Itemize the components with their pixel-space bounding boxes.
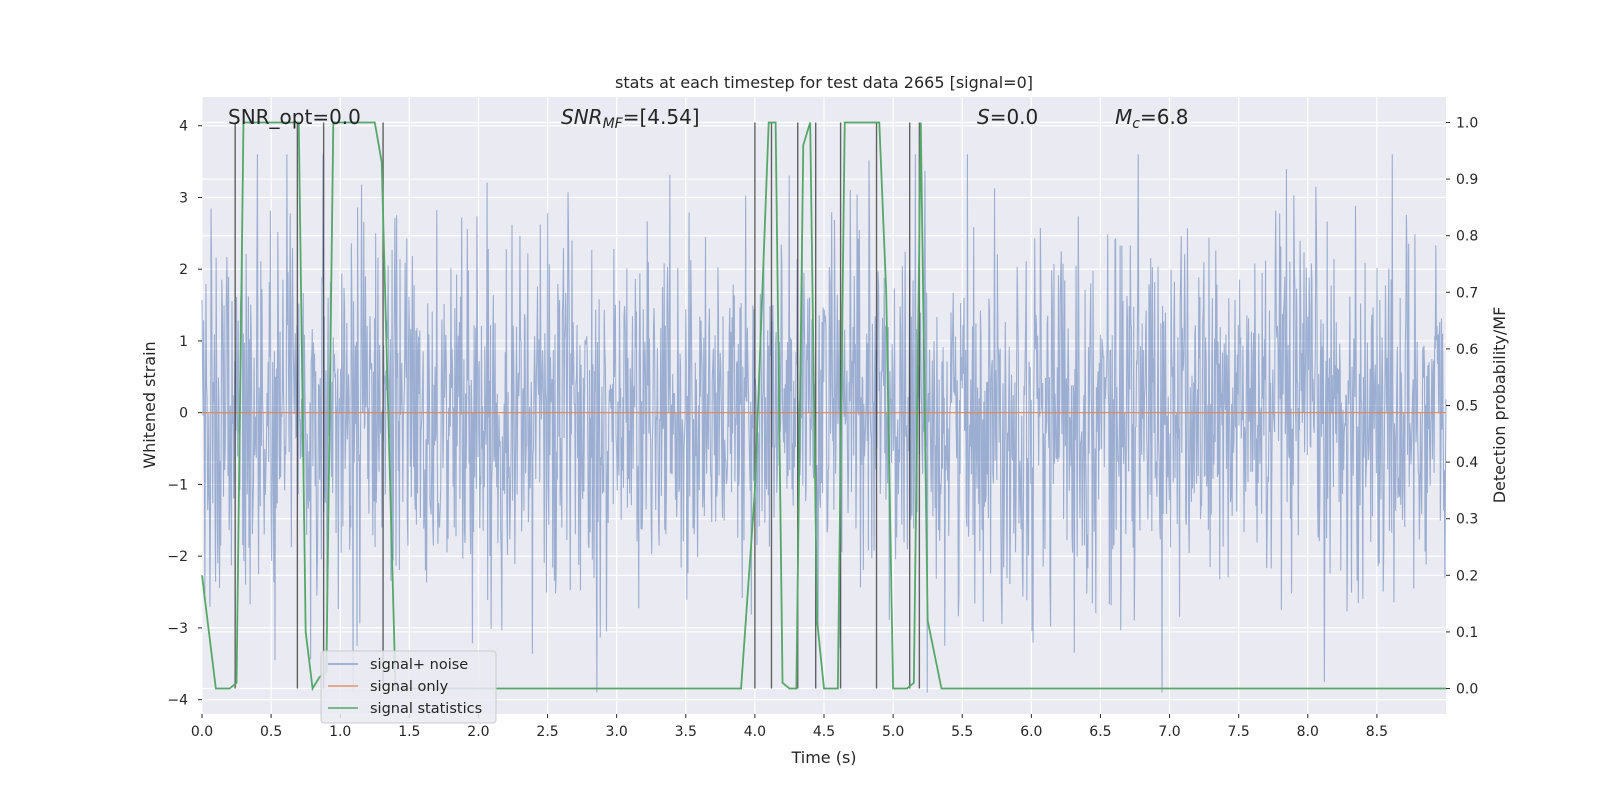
x-tick-label: 5.0 (882, 724, 904, 740)
legend-label-noise: signal+ noise (370, 657, 468, 673)
y2-axis-label: Detection probability/MF (1490, 307, 1509, 504)
mc-base: M (1115, 105, 1132, 129)
y2-tick-label: 0.9 (1456, 172, 1478, 188)
x-tick-label: 6.0 (1020, 724, 1042, 740)
signal-noise-line (201, 154, 1447, 693)
y-tick-label: 2 (179, 262, 188, 278)
y2-axis-ticks: 1.0 0.9 0.8 0.7 0.6 0.5 0.4 0.3 0.2 0.1 0.0 (1446, 115, 1478, 698)
y-tick-label: 3 (179, 190, 188, 206)
y2-tick-label: 0.2 (1456, 568, 1478, 584)
x-tick-label: 7.5 (1228, 724, 1250, 740)
y-tick-label: 4 (179, 119, 188, 135)
y2-tick-label: 0.4 (1456, 455, 1478, 471)
x-tick-label: 5.5 (951, 724, 973, 740)
s-value: =0.0 (990, 105, 1039, 129)
signal-noise-series (201, 154, 1447, 693)
legend-label-statistics: signal statistics (370, 701, 482, 717)
mc-subscript: c (1132, 116, 1140, 132)
y-tick-label: 0 (179, 406, 188, 422)
annotation-s: S=0.0 (977, 105, 1038, 129)
snr-mf-value: =[4.54] (623, 105, 700, 129)
y-tick-label: 1 (179, 334, 188, 350)
y-tick-label: −2 (167, 549, 188, 565)
x-tick-label: 7.0 (1158, 724, 1180, 740)
snr-mf-base: SNR (561, 105, 603, 129)
y2-tick-label: 0.7 (1456, 285, 1478, 301)
legend-label-signal: signal only (370, 679, 449, 695)
y-tick-label: −4 (167, 693, 188, 709)
y2-tick-label: 0.3 (1456, 512, 1478, 528)
x-tick-label: 3.5 (675, 724, 697, 740)
y-axis-ticks: 4 3 2 1 0 −1 −2 −3 −4 (167, 119, 202, 709)
x-tick-label: 0.0 (191, 724, 213, 740)
annotation-snr-opt: SNR_opt=0.0 (228, 105, 361, 129)
s-base: S (977, 105, 990, 129)
x-tick-label: 8.5 (1366, 724, 1388, 740)
signal-statistics-series (201, 121, 1446, 692)
x-tick-label: 1.5 (398, 724, 420, 740)
y2-tick-label: 1.0 (1456, 115, 1478, 131)
legend: signal+ noise signal only signal statist… (320, 650, 497, 724)
x-axis-label: Time (s) (790, 748, 856, 767)
y2-tick-label: 0.6 (1456, 342, 1478, 358)
y-axis-label: Whitened strain (140, 341, 159, 468)
mc-value: =6.8 (1140, 105, 1189, 129)
x-tick-label: 1.0 (329, 724, 351, 740)
annotation-snr-mf: SNRMF=[4.54] (561, 105, 700, 132)
x-axis-ticks: 0.0 0.5 1.0 1.5 2.0 2.5 3.0 3.5 4.0 4.5 5.0 5.5 6.0 6… (191, 714, 1388, 740)
y-tick-label: −3 (167, 621, 188, 637)
chart-title: stats at each timestep for test data 266… (615, 73, 1033, 92)
x-tick-label: 4.5 (813, 724, 835, 740)
y-tick-label: −1 (167, 477, 188, 493)
detection-vlines (234, 122, 921, 689)
x-tick-label: 8.0 (1297, 724, 1319, 740)
y2-tick-label: 0.5 (1456, 399, 1478, 415)
x-tick-label: 2.5 (536, 724, 558, 740)
signal-statistics-line (201, 121, 1446, 692)
x-tick-label: 4.0 (744, 724, 766, 740)
y2-tick-label: 0.0 (1456, 682, 1478, 698)
x-tick-label: 3.0 (606, 724, 628, 740)
y2-tick-label: 0.1 (1456, 625, 1478, 641)
x-tick-label: 6.5 (1089, 724, 1111, 740)
y2-tick-label: 0.8 (1456, 229, 1478, 245)
snr-mf-subscript: MF (603, 116, 624, 132)
x-tick-label: 2.0 (467, 724, 489, 740)
x-tick-label: 0.5 (260, 724, 282, 740)
annotations: SNR_opt=0.0 SNRMF=[4.54] S=0.0 Mc=6.8 (228, 105, 1189, 132)
annotation-mc: Mc=6.8 (1115, 105, 1189, 132)
legend-box (320, 650, 497, 724)
